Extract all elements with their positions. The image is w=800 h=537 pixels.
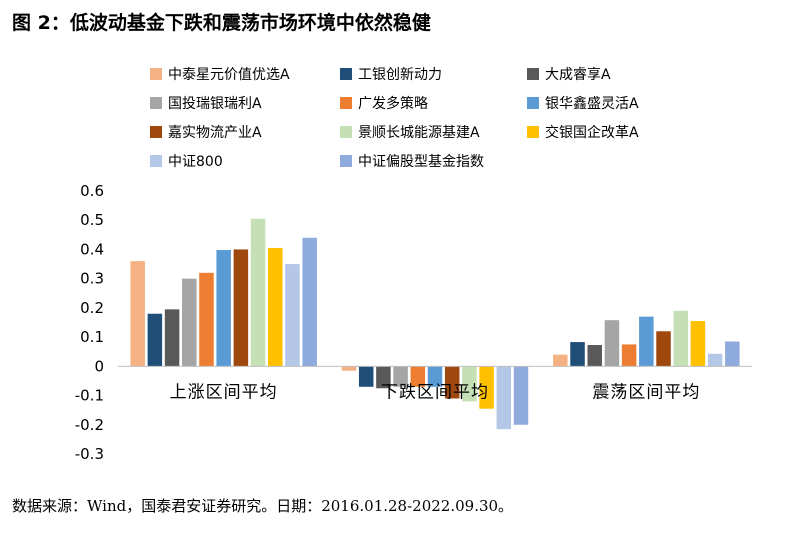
legend-swatch: [527, 68, 539, 80]
bar: [285, 264, 300, 367]
legend-label: 中证偏股型基金指数: [358, 153, 484, 170]
bar: [216, 250, 231, 367]
y-axis: 0.6 0.5 0.4 0.3 0.2 0.1 0 -0.1 -0.2 -0.3: [75, 182, 104, 463]
legend-swatch: [340, 68, 352, 80]
bar: [147, 313, 163, 367]
legend-label: 交银国企改革A: [545, 124, 639, 141]
bar: [587, 345, 602, 367]
bar: [621, 344, 637, 367]
x-category-label: 震荡区间平均: [592, 382, 700, 402]
bar: [250, 218, 266, 367]
figure-title: 图 2：低波动基金下跌和震荡市场环境中依然稳健: [12, 12, 431, 34]
legend-label: 景顺长城能源基建A: [358, 124, 480, 141]
bar: [427, 366, 443, 387]
y-tick-label: 0: [94, 357, 104, 375]
legend-swatch: [150, 97, 162, 109]
legend-label: 银华鑫盛灵活A: [545, 95, 639, 112]
legend-swatch: [150, 68, 162, 80]
legend-label: 大成睿享A: [545, 66, 611, 83]
y-tick-label: 0.3: [80, 270, 104, 288]
legend-swatch: [527, 126, 539, 138]
bar: [233, 249, 249, 367]
x-category-label: 下跌区间平均: [381, 382, 489, 402]
legend-swatch: [150, 155, 162, 167]
bar: [639, 316, 654, 367]
legend-label: 广发多策略: [358, 95, 428, 112]
bar: [496, 366, 512, 430]
bar: [690, 321, 706, 367]
bar: [410, 366, 426, 387]
y-tick-label: 0.6: [80, 182, 104, 200]
y-tick-label: -0.2: [75, 416, 104, 434]
legend-swatch: [340, 126, 352, 138]
legend-swatch: [340, 155, 352, 167]
bar: [268, 247, 283, 367]
legend-label: 中证800: [168, 154, 223, 170]
bar: [302, 237, 317, 367]
legend-swatch: [150, 126, 162, 138]
bar: [673, 310, 688, 367]
legend-swatch: [340, 97, 352, 109]
bar: [462, 366, 477, 402]
bar: [376, 366, 391, 389]
legend-label: 国投瑞银瑞利A: [168, 96, 262, 112]
bar: [393, 366, 408, 387]
bar: [513, 366, 529, 425]
legend-label: 工银创新动力: [358, 67, 442, 83]
bar: [358, 366, 374, 387]
bar: [182, 278, 197, 367]
bar: [130, 261, 145, 367]
legend-label: 嘉实物流产业A: [168, 125, 262, 141]
bar: [570, 342, 585, 367]
figure-source: 数据来源：Wind，国泰君安证券研究。日期：2016.01.28-2022.09…: [12, 497, 514, 515]
y-tick-label: -0.3: [75, 445, 104, 463]
bar: [164, 309, 180, 367]
bar: [444, 366, 460, 399]
bar: [341, 366, 357, 371]
bar: [707, 353, 723, 367]
bar: [199, 272, 214, 367]
bar: [479, 366, 494, 409]
bars: [118, 218, 752, 430]
x-axis-labels: 上涨区间平均 下跌区间平均 震荡区间平均: [170, 382, 700, 402]
chart-legend: 中泰星元价值优选A 工银创新动力 大成睿享A 国投瑞银瑞利A 广发多策略 银华鑫盛灵活A 嘉…: [150, 66, 639, 170]
y-tick-label: 0.5: [80, 211, 104, 229]
legend-label: 中泰星元价值优选A: [168, 67, 290, 83]
y-tick-label: -0.1: [75, 387, 104, 405]
bar: [656, 331, 671, 367]
y-tick-label: 0.1: [80, 328, 104, 346]
bar: [604, 320, 620, 367]
x-category-label: 上涨区间平均: [170, 382, 278, 402]
y-tick-label: 0.2: [80, 299, 104, 317]
bar: [725, 341, 740, 367]
y-tick-label: 0.4: [80, 240, 104, 258]
bar: [553, 354, 568, 367]
legend-swatch: [527, 97, 539, 109]
